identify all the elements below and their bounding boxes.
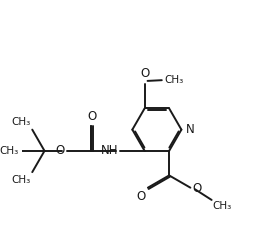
Text: O: O	[139, 67, 149, 80]
Text: CH₃: CH₃	[0, 146, 19, 156]
Text: O: O	[136, 190, 145, 203]
Text: O: O	[192, 182, 201, 195]
Text: O: O	[55, 144, 64, 157]
Text: CH₃: CH₃	[12, 117, 31, 127]
Text: NH: NH	[101, 144, 118, 157]
Text: CH₃: CH₃	[212, 201, 231, 211]
Text: CH₃: CH₃	[12, 175, 31, 185]
Text: O: O	[87, 110, 96, 123]
Text: N: N	[185, 123, 194, 136]
Text: CH₃: CH₃	[164, 75, 183, 85]
